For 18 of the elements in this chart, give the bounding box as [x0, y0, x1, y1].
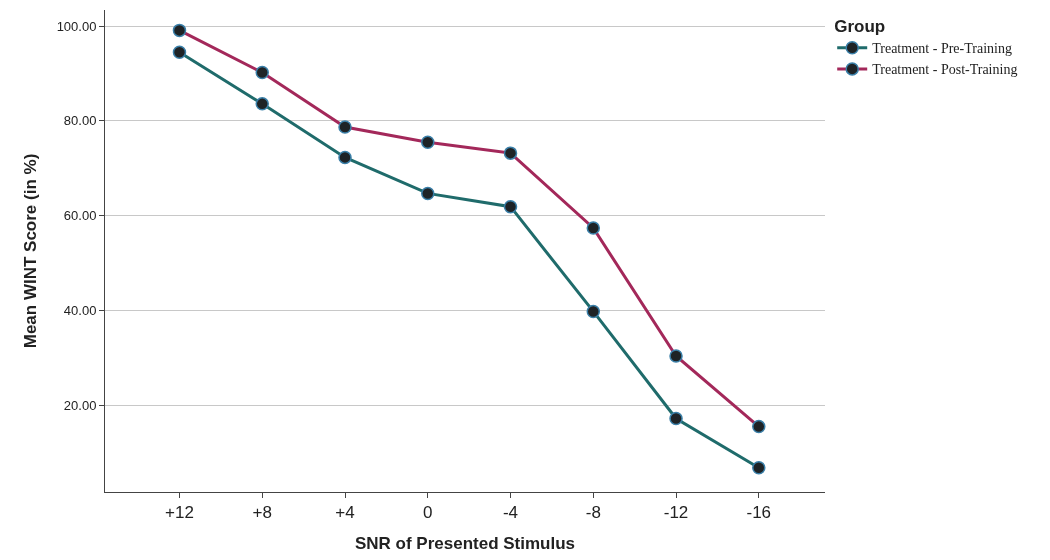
- y-tick-label: 60.00: [63, 208, 97, 224]
- x-tick-label: +8: [252, 503, 272, 523]
- x-tick-label: -4: [502, 503, 519, 523]
- y-tick-label: 80.00: [63, 113, 97, 129]
- x-tick-label: +12: [165, 503, 194, 523]
- x-axis-title: SNR of Presented Stimulus: [354, 533, 576, 553]
- x-tick-label: 0: [423, 503, 433, 523]
- legend-title: Group: [834, 17, 886, 37]
- legend-label: Treatment - Post-Training: [872, 62, 1018, 78]
- x-tick-label: -8: [585, 503, 601, 523]
- y-tick-label: 40.00: [63, 303, 97, 319]
- y-tick-label: 20.00: [63, 397, 97, 413]
- legend-label: Treatment - Pre-Training: [872, 41, 1012, 57]
- y-tick-label: 100.00: [56, 18, 97, 34]
- y-axis-title: Mean WINT Score (in %): [21, 153, 41, 349]
- x-tick-label: +4: [335, 503, 355, 523]
- x-tick-label: -12: [663, 503, 689, 523]
- x-tick-label: -16: [746, 503, 772, 523]
